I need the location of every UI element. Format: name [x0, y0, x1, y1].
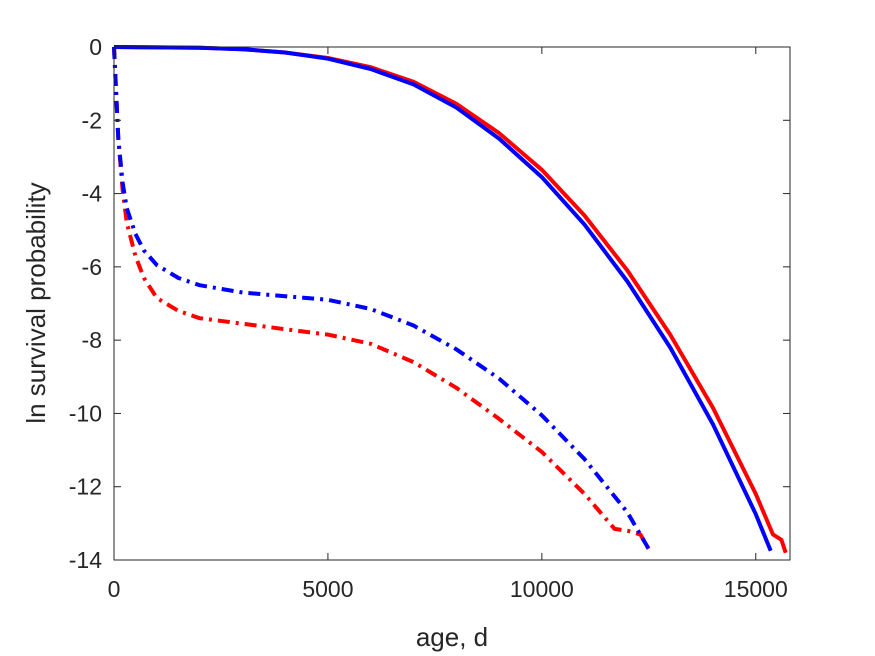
- series-line-1: [113, 45, 773, 552]
- y-tick-label: -8: [82, 327, 102, 353]
- y-tick-label: -6: [82, 254, 102, 280]
- x-tick-label: 10000: [510, 576, 574, 602]
- x-tick-label: 0: [108, 576, 121, 602]
- ticks-layer: 0 5000 10000 15000 0 -2 -4 -6 -8 -10 -12 -14: [69, 34, 790, 602]
- x-tick-label: 5000: [302, 576, 353, 602]
- plot-area: [114, 47, 790, 560]
- series-layer: [112, 45, 788, 554]
- y-tick-label: -2: [82, 107, 102, 133]
- y-tick-label: -10: [69, 400, 102, 426]
- y-tick-label: -14: [69, 547, 102, 573]
- x-tick-label: 15000: [724, 576, 788, 602]
- x-axis-label: age, d: [416, 622, 488, 652]
- y-tick-label: 0: [89, 34, 102, 60]
- series-line-2: [112, 46, 653, 554]
- series-line-3: [112, 46, 653, 554]
- y-tick-label: -12: [69, 474, 102, 500]
- y-axis-label: ln survival probability: [21, 182, 51, 423]
- plot-frame: [113, 46, 791, 561]
- y-tick-label: -4: [82, 181, 103, 207]
